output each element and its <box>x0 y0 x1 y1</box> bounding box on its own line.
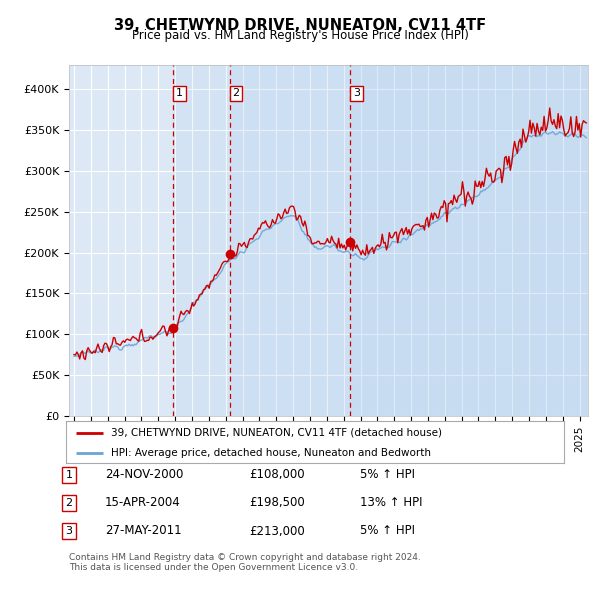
Text: 5% ↑ HPI: 5% ↑ HPI <box>360 525 415 537</box>
Bar <box>230 65 588 416</box>
Text: HPI: Average price, detached house, Nuneaton and Bedworth: HPI: Average price, detached house, Nune… <box>111 448 431 457</box>
Text: This data is licensed under the Open Government Licence v3.0.: This data is licensed under the Open Gov… <box>69 563 358 572</box>
Text: Contains HM Land Registry data © Crown copyright and database right 2024.: Contains HM Land Registry data © Crown c… <box>69 553 421 562</box>
Bar <box>350 65 588 416</box>
Text: £198,500: £198,500 <box>249 496 305 509</box>
Text: 3: 3 <box>353 88 360 99</box>
Bar <box>173 65 588 416</box>
Text: 15-APR-2004: 15-APR-2004 <box>105 496 181 509</box>
Text: 2: 2 <box>65 498 73 507</box>
Text: 13% ↑ HPI: 13% ↑ HPI <box>360 496 422 509</box>
Text: £213,000: £213,000 <box>249 525 305 537</box>
Text: Price paid vs. HM Land Registry's House Price Index (HPI): Price paid vs. HM Land Registry's House … <box>131 30 469 42</box>
Text: 3: 3 <box>65 526 73 536</box>
Text: 39, CHETWYND DRIVE, NUNEATON, CV11 4TF: 39, CHETWYND DRIVE, NUNEATON, CV11 4TF <box>114 18 486 32</box>
Text: 27-MAY-2011: 27-MAY-2011 <box>105 525 182 537</box>
Text: 24-NOV-2000: 24-NOV-2000 <box>105 468 184 481</box>
Text: 1: 1 <box>176 88 183 99</box>
Text: £108,000: £108,000 <box>249 468 305 481</box>
Text: 2: 2 <box>232 88 239 99</box>
Text: 1: 1 <box>65 470 73 480</box>
Text: 5% ↑ HPI: 5% ↑ HPI <box>360 468 415 481</box>
Text: 39, CHETWYND DRIVE, NUNEATON, CV11 4TF (detached house): 39, CHETWYND DRIVE, NUNEATON, CV11 4TF (… <box>111 428 442 438</box>
